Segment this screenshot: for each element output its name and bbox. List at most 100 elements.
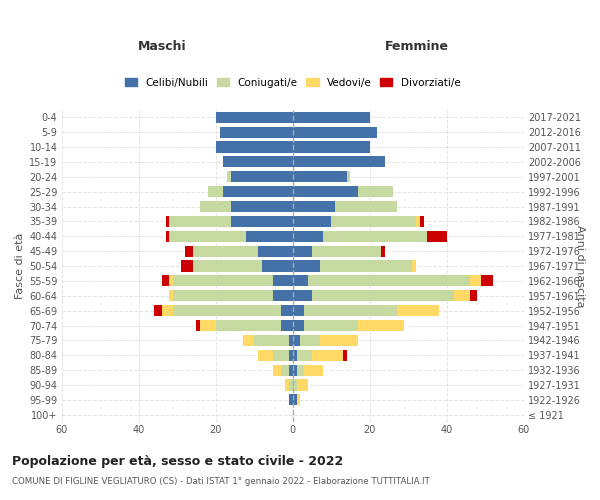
Text: Femmine: Femmine [385, 40, 449, 52]
Bar [358, 186, 393, 197]
Bar [173, 290, 274, 302]
Bar [247, 230, 293, 242]
Bar [231, 201, 293, 212]
Bar [347, 171, 350, 182]
Bar [293, 276, 308, 286]
Bar [301, 335, 320, 346]
Bar [242, 335, 254, 346]
Bar [289, 364, 293, 376]
Bar [281, 305, 293, 316]
Bar [304, 305, 397, 316]
Bar [293, 364, 296, 376]
Bar [454, 290, 470, 302]
Bar [169, 290, 173, 302]
Bar [162, 305, 173, 316]
Bar [397, 305, 439, 316]
Bar [293, 246, 312, 256]
Bar [293, 171, 347, 182]
Bar [200, 201, 231, 212]
Bar [296, 380, 308, 390]
Bar [215, 142, 293, 152]
Bar [289, 350, 293, 361]
Bar [293, 260, 320, 272]
Bar [296, 394, 301, 406]
Bar [231, 216, 293, 227]
Text: Maschi: Maschi [137, 40, 187, 52]
Bar [231, 171, 293, 182]
Bar [320, 335, 358, 346]
Bar [169, 216, 231, 227]
Bar [227, 171, 231, 182]
Bar [285, 380, 289, 390]
Bar [196, 320, 200, 331]
Bar [293, 142, 370, 152]
Bar [281, 364, 289, 376]
Bar [293, 156, 385, 168]
Bar [223, 156, 293, 168]
Bar [258, 350, 274, 361]
Bar [323, 230, 427, 242]
Bar [358, 320, 404, 331]
Bar [427, 230, 446, 242]
Bar [254, 335, 289, 346]
Bar [274, 290, 293, 302]
Bar [293, 216, 331, 227]
Bar [258, 246, 293, 256]
Bar [289, 380, 293, 390]
Bar [169, 276, 173, 286]
Bar [262, 260, 293, 272]
Bar [304, 364, 323, 376]
Bar [312, 246, 381, 256]
Legend: Celibi/Nubili, Coniugati/e, Vedovi/e, Divorziati/e: Celibi/Nubili, Coniugati/e, Vedovi/e, Di… [122, 74, 464, 90]
Bar [416, 216, 420, 227]
Bar [193, 260, 262, 272]
Bar [208, 186, 223, 197]
Bar [343, 350, 347, 361]
Bar [293, 230, 323, 242]
Y-axis label: Fasce di età: Fasce di età [15, 233, 25, 299]
Bar [293, 350, 296, 361]
Bar [320, 260, 412, 272]
Bar [185, 246, 193, 256]
Bar [289, 394, 293, 406]
Bar [381, 246, 385, 256]
Bar [293, 394, 296, 406]
Text: COMUNE DI FIGLINE VEGLIATURO (CS) - Dati ISTAT 1° gennaio 2022 - Elaborazione TU: COMUNE DI FIGLINE VEGLIATURO (CS) - Dati… [12, 478, 430, 486]
Bar [304, 320, 358, 331]
Bar [293, 290, 312, 302]
Bar [274, 350, 289, 361]
Bar [312, 290, 454, 302]
Bar [166, 230, 169, 242]
Bar [181, 260, 193, 272]
Bar [154, 305, 162, 316]
Bar [274, 364, 281, 376]
Bar [169, 230, 247, 242]
Bar [481, 276, 493, 286]
Bar [173, 305, 281, 316]
Bar [220, 126, 293, 138]
Bar [293, 305, 304, 316]
Bar [420, 216, 424, 227]
Bar [215, 320, 281, 331]
Bar [281, 320, 293, 331]
Bar [293, 186, 358, 197]
Bar [223, 186, 293, 197]
Bar [173, 276, 274, 286]
Bar [200, 320, 215, 331]
Bar [412, 260, 416, 272]
Bar [215, 112, 293, 123]
Bar [293, 201, 335, 212]
Bar [470, 290, 478, 302]
Bar [296, 350, 312, 361]
Bar [274, 276, 293, 286]
Bar [162, 276, 169, 286]
Bar [293, 112, 370, 123]
Text: Popolazione per età, sesso e stato civile - 2022: Popolazione per età, sesso e stato civil… [12, 455, 343, 468]
Bar [470, 276, 481, 286]
Bar [335, 201, 397, 212]
Bar [289, 335, 293, 346]
Bar [312, 350, 343, 361]
Bar [293, 380, 296, 390]
Bar [293, 126, 377, 138]
Bar [166, 216, 169, 227]
